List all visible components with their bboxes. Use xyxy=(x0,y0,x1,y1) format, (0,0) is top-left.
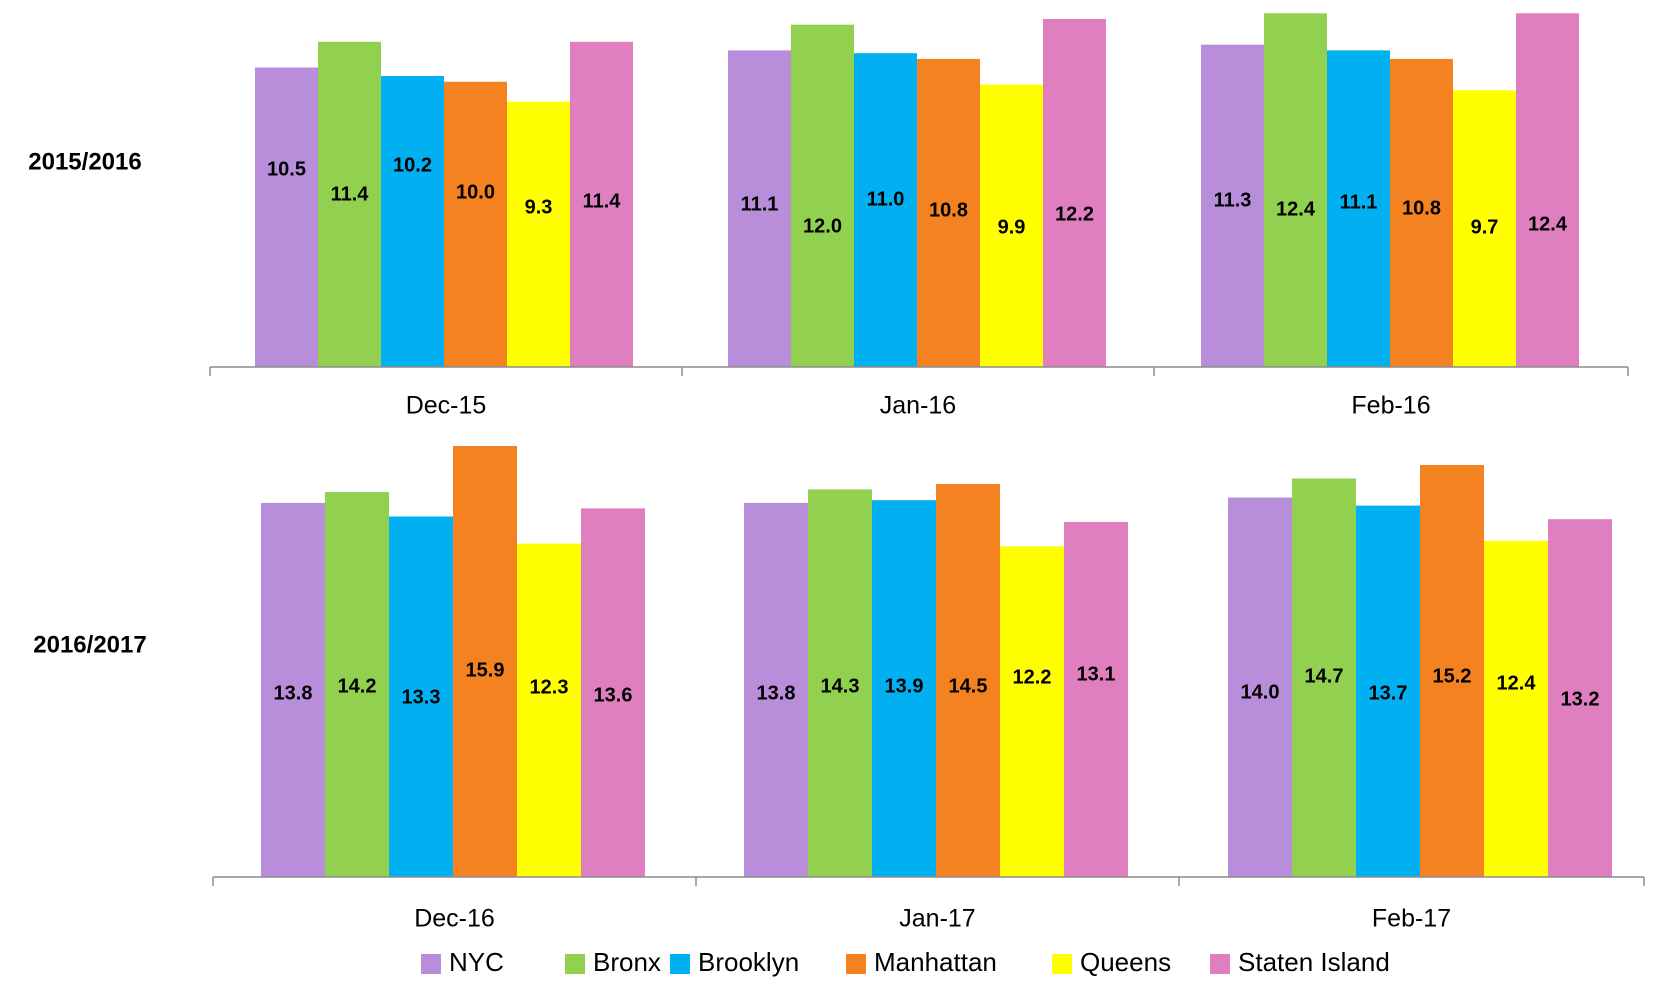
legend-swatch-queens xyxy=(1052,954,1072,974)
bar-queens-feb-17 xyxy=(1484,540,1548,877)
x-tick-label-dec-15: Dec-15 xyxy=(406,392,487,420)
data-label-bronx-dec-16: 14.2 xyxy=(338,675,377,697)
legend-label-brooklyn: Brooklyn xyxy=(698,947,799,977)
bar-brooklyn-feb-16 xyxy=(1327,50,1390,367)
bar-queens-jan-17 xyxy=(1000,546,1064,877)
data-label-bronx-dec-15: 11.4 xyxy=(331,183,370,205)
bar-staten-island-feb-17 xyxy=(1548,519,1612,877)
bar-brooklyn-feb-17 xyxy=(1356,505,1420,877)
legend-swatch-bronx xyxy=(565,954,585,974)
data-label-bronx-feb-17: 14.7 xyxy=(1305,665,1344,687)
legend-swatch-brooklyn xyxy=(670,954,690,974)
bar-queens-feb-16 xyxy=(1453,90,1516,368)
data-label-manhattan-dec-16: 15.9 xyxy=(466,659,505,681)
chart-panel-1: 2015/2016 10.5 11.4 10.2 10.0 9.3 11.4 Dec-15 11… xyxy=(28,13,1629,420)
bar-bronx-dec-16 xyxy=(325,492,389,877)
data-label-bronx-jan-16: 12.0 xyxy=(803,215,842,237)
bar-bronx-feb-17 xyxy=(1292,478,1356,877)
bar-manhattan-dec-16 xyxy=(453,446,517,877)
bar-bronx-dec-15 xyxy=(318,41,381,367)
bar-nyc-jan-16 xyxy=(728,50,791,367)
data-label-staten-island-jan-16: 12.2 xyxy=(1055,203,1094,225)
data-label-staten-island-feb-16: 12.4 xyxy=(1528,213,1568,235)
bar-nyc-jan-17 xyxy=(744,502,808,877)
bar-nyc-dec-16 xyxy=(261,502,325,877)
data-label-manhattan-jan-17: 14.5 xyxy=(949,675,988,697)
legend-label-staten-island: Staten Island xyxy=(1238,947,1390,977)
bar-manhattan-dec-15 xyxy=(444,81,507,368)
data-label-staten-island-dec-16: 13.6 xyxy=(594,684,633,706)
data-label-queens-dec-15: 9.3 xyxy=(525,196,553,218)
legend-label-nyc: NYC xyxy=(449,947,504,977)
x-tick-label-feb-17: Feb-17 xyxy=(1372,905,1451,933)
data-label-nyc-dec-16: 13.8 xyxy=(274,682,313,704)
bar-staten-island-dec-15 xyxy=(570,41,633,367)
bar-brooklyn-jan-16 xyxy=(854,53,917,367)
data-label-bronx-jan-17: 14.3 xyxy=(821,675,860,697)
legend-label-bronx: Bronx xyxy=(593,947,661,977)
data-label-brooklyn-feb-16: 11.1 xyxy=(1340,191,1378,213)
data-label-manhattan-feb-17: 15.2 xyxy=(1433,665,1472,687)
legend-swatch-manhattan xyxy=(846,954,866,974)
x-tick-label-jan-17: Jan-17 xyxy=(899,905,975,933)
legend-swatch-nyc xyxy=(421,954,441,974)
data-label-nyc-jan-16: 11.1 xyxy=(741,193,779,215)
data-label-nyc-dec-15: 10.5 xyxy=(267,158,306,180)
data-label-queens-feb-16: 9.7 xyxy=(1471,216,1499,238)
bar-staten-island-feb-16 xyxy=(1516,13,1579,368)
bar-manhattan-feb-16 xyxy=(1390,58,1453,367)
bar-staten-island-dec-16 xyxy=(581,508,645,877)
data-label-queens-dec-16: 12.3 xyxy=(530,676,569,698)
x-tick-label-dec-16: Dec-16 xyxy=(414,905,495,933)
chart-panel-2: 2016/2017 13.8 14.2 13.3 15.9 12.3 13.6 Dec-16 1… xyxy=(33,446,1645,933)
bar-queens-dec-16 xyxy=(517,543,581,877)
bar-bronx-jan-16 xyxy=(791,24,854,368)
bar-staten-island-jan-17 xyxy=(1064,521,1128,877)
data-label-manhattan-dec-15: 10.0 xyxy=(456,181,495,203)
data-label-brooklyn-jan-17: 13.9 xyxy=(885,675,924,697)
bar-manhattan-jan-16 xyxy=(917,58,980,367)
bar-nyc-feb-16 xyxy=(1201,44,1264,367)
bar-brooklyn-jan-17 xyxy=(872,500,936,877)
legend-label-manhattan: Manhattan xyxy=(874,947,997,977)
bar-queens-dec-15 xyxy=(507,101,570,367)
bar-nyc-feb-17 xyxy=(1228,497,1292,877)
legend-label-queens: Queens xyxy=(1080,947,1171,977)
data-label-bronx-feb-16: 12.4 xyxy=(1276,198,1316,220)
data-label-manhattan-jan-16: 10.8 xyxy=(929,199,968,221)
bar-brooklyn-dec-15 xyxy=(381,76,444,367)
data-label-brooklyn-feb-17: 13.7 xyxy=(1369,682,1408,704)
data-label-nyc-feb-17: 14.0 xyxy=(1241,681,1280,703)
bar-staten-island-jan-16 xyxy=(1043,18,1106,367)
data-label-nyc-feb-16: 11.3 xyxy=(1214,189,1252,211)
bar-manhattan-feb-17 xyxy=(1420,464,1484,877)
bar-manhattan-jan-17 xyxy=(936,483,1000,877)
x-tick-label-jan-16: Jan-16 xyxy=(880,392,956,420)
data-label-staten-island-jan-17: 13.1 xyxy=(1077,663,1116,685)
bar-queens-jan-16 xyxy=(980,84,1043,367)
bar-brooklyn-dec-16 xyxy=(389,516,453,877)
data-label-brooklyn-dec-16: 13.3 xyxy=(402,686,441,708)
data-label-nyc-jan-17: 13.8 xyxy=(757,682,796,704)
legend: NYC Bronx Brooklyn Manhattan Queens Staten Is… xyxy=(421,947,1390,977)
x-tick-label-feb-16: Feb-16 xyxy=(1351,392,1430,420)
data-label-brooklyn-dec-15: 10.2 xyxy=(393,154,432,176)
bar-bronx-jan-17 xyxy=(808,489,872,877)
bar-bronx-feb-16 xyxy=(1264,13,1327,368)
data-label-staten-island-dec-15: 11.4 xyxy=(583,190,622,212)
panel-label: 2016/2017 xyxy=(33,631,146,658)
data-label-queens-feb-17: 12.4 xyxy=(1497,672,1537,694)
data-label-queens-jan-16: 9.9 xyxy=(998,216,1026,238)
data-label-queens-jan-17: 12.2 xyxy=(1013,666,1052,688)
data-label-manhattan-feb-16: 10.8 xyxy=(1402,197,1441,219)
bar-nyc-dec-15 xyxy=(255,67,318,367)
legend-swatch-staten-island xyxy=(1210,954,1230,974)
data-label-brooklyn-jan-16: 11.0 xyxy=(867,188,905,210)
panel-label: 2015/2016 xyxy=(28,148,141,175)
data-label-staten-island-feb-17: 13.2 xyxy=(1561,688,1600,710)
